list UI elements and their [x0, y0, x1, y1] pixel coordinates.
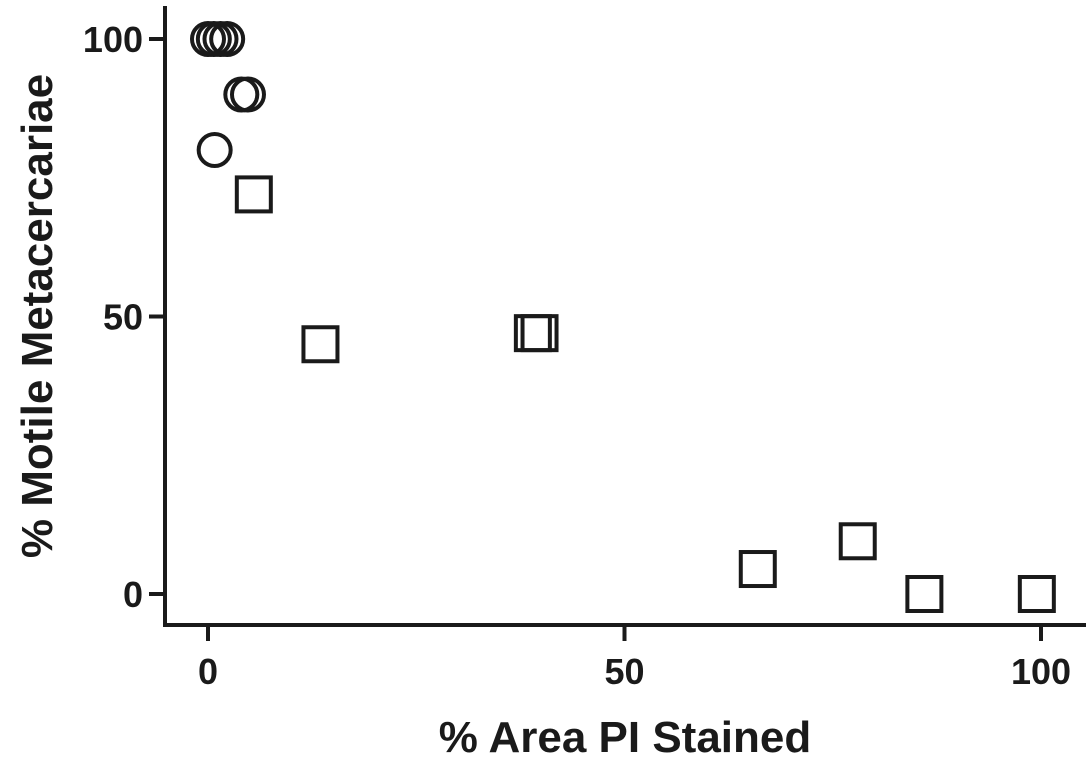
- y-tick-label: 50: [103, 297, 143, 338]
- square-data-point: [520, 314, 559, 353]
- square-data-point: [838, 522, 877, 561]
- y-ticks: 0 50 100: [83, 19, 165, 615]
- x-tick-label: 100: [1011, 651, 1071, 692]
- circle-data-point: [196, 132, 233, 168]
- square-data-point: [1017, 575, 1056, 613]
- x-axis-title: % Area PI Stained: [439, 713, 812, 762]
- circle-data-point: [229, 76, 266, 113]
- square-data-point: [234, 175, 273, 214]
- square-data-point: [738, 550, 777, 589]
- axes: [163, 6, 1086, 627]
- data-points: [190, 21, 1056, 613]
- y-axis-title: % Motile Metacercariae: [13, 74, 62, 558]
- square-data-point: [301, 325, 340, 364]
- y-tick-label: 0: [123, 574, 143, 615]
- circle-data-point: [209, 21, 246, 57]
- x-tick-label: 0: [198, 651, 218, 692]
- x-tick-label: 50: [604, 651, 644, 692]
- y-tick-label: 100: [83, 19, 143, 60]
- square-data-point: [905, 575, 944, 613]
- x-ticks: 0 50 100: [198, 625, 1071, 692]
